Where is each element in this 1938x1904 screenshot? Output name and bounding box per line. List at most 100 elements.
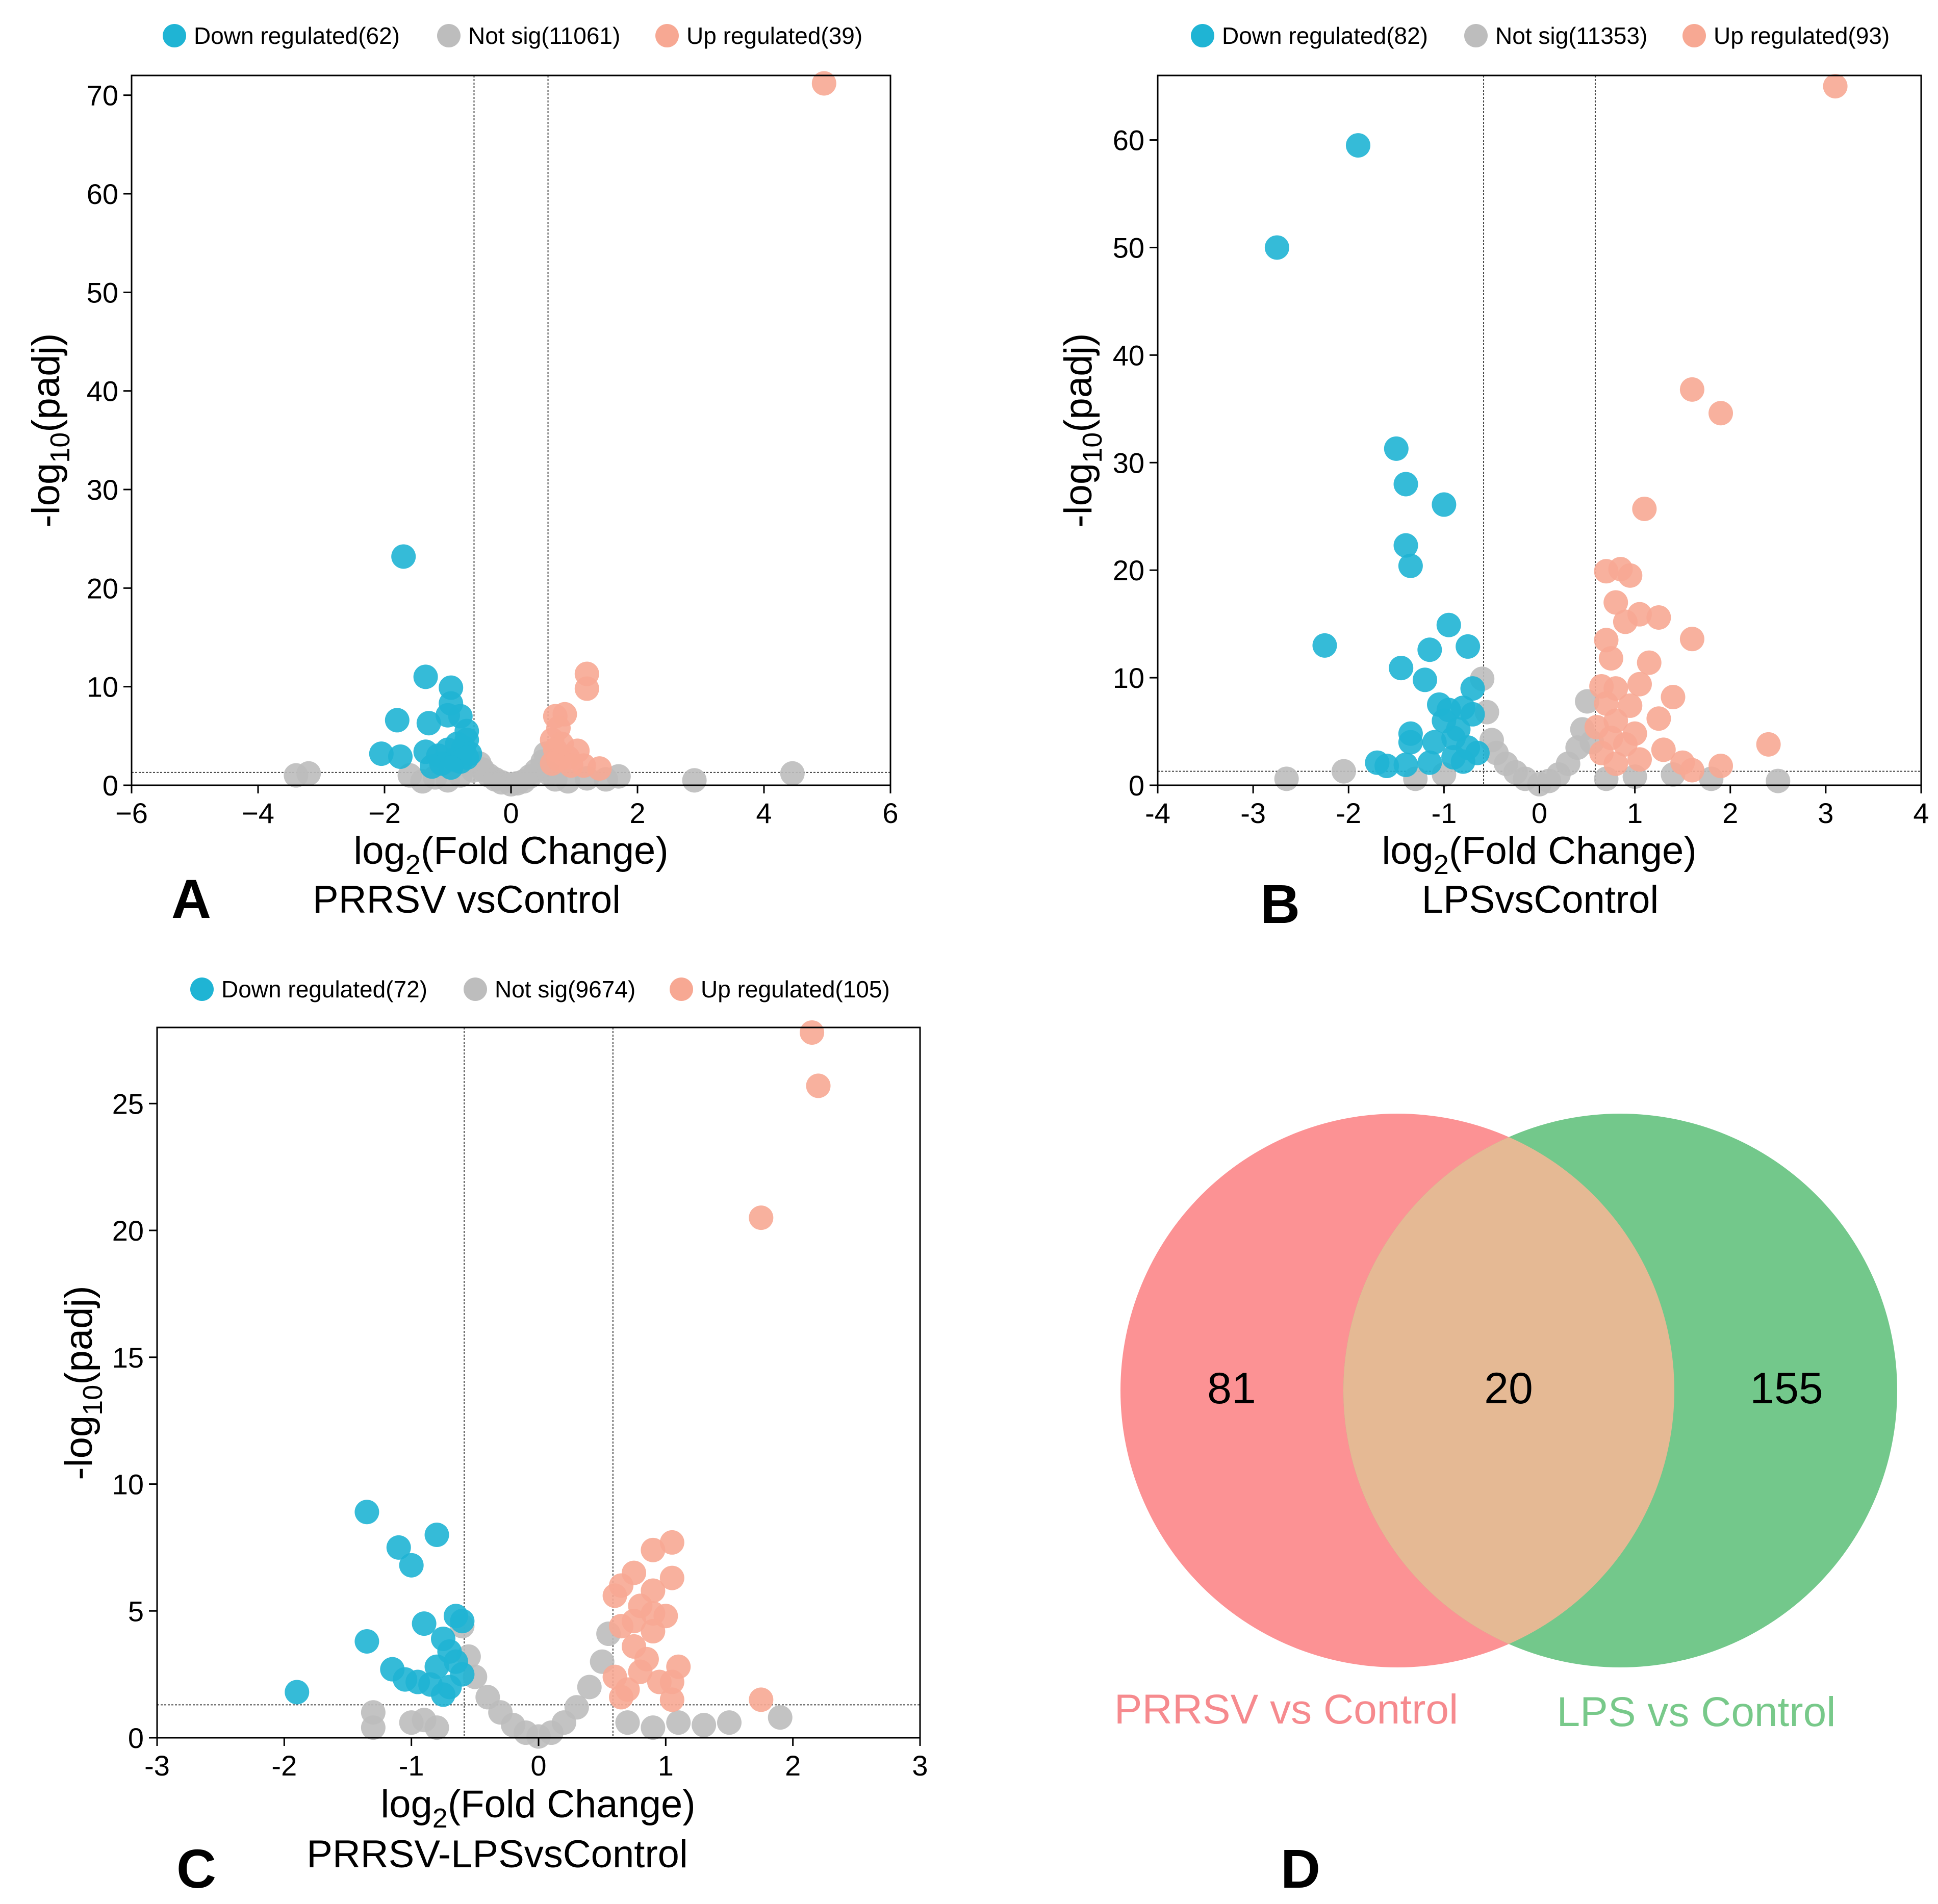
points-layer [132,71,890,797]
legend-label-down: Down regulated(62) [194,22,400,49]
data-point-notsig [641,1715,666,1740]
data-point-up [1603,751,1628,776]
venn-right-label: LPS vs Control [1557,1689,1836,1735]
x-tick-label: 1 [658,1749,674,1782]
x-tick-label: 1 [1627,797,1643,829]
y-tick-label: 20 [87,572,118,604]
data-point-notsig [424,1715,449,1740]
data-point-down [388,744,413,769]
x-tick-label: -3 [144,1749,170,1782]
data-point-up [1708,401,1733,426]
legend-marker-down [1191,24,1214,47]
data-point-notsig [666,1710,691,1735]
legend-label-notsig: Not sig(9674) [495,976,635,1002]
data-point-up [1598,646,1623,671]
x-tick-label: 0 [1532,797,1547,829]
data-point-down [450,1662,475,1687]
x-tick-label: −4 [242,797,274,829]
legend-marker-notsig [1464,24,1488,47]
legend-marker-notsig [437,24,461,47]
data-point-up [1646,605,1671,630]
y-tick-label: 20 [112,1215,144,1247]
legend-marker-notsig [464,977,487,1001]
data-point-up [1708,754,1733,779]
data-point-notsig [296,761,321,786]
data-point-down [1398,730,1423,755]
data-point-down [1412,667,1437,692]
data-point-up [659,1669,684,1694]
data-point-up [1632,496,1657,521]
data-point-up [602,1583,627,1608]
y-tick-label: 15 [112,1342,144,1374]
x-tick-label: 6 [882,797,898,829]
plot-frame [131,74,891,786]
plot-frame [156,1026,921,1739]
y-tick-label: 0 [1129,769,1144,802]
comparison-label: PRRSV-LPSvsControl [307,1833,688,1876]
x-ticks: -4 -3 -2 -1 0 1 2 3 4 [1145,785,1929,829]
data-point-notsig [1766,768,1791,793]
data-point-down [439,755,464,780]
y-ticks: 0 10 20 30 40 50 60 70 [87,80,132,802]
x-tick-label: -1 [399,1749,424,1782]
data-point-up [1646,706,1671,731]
y-tick-label: 40 [1113,339,1144,371]
data-point-down [1365,750,1390,775]
y-ticks: 0 10 20 30 40 50 60 [1113,124,1158,802]
data-point-up [1679,758,1704,783]
points-layer [157,1020,920,1749]
panel-b: Down regulated(82) Not sig(11353) Up reg… [1057,22,1929,935]
legend-marker-up [670,977,693,1001]
y-tick-label: 10 [112,1469,144,1501]
data-point-down [1345,133,1370,158]
data-point-down [285,1680,310,1705]
data-point-up [558,753,583,778]
data-point-up [641,1537,666,1562]
legend-label-notsig: Not sig(11353) [1495,22,1647,49]
x-tick-label: 3 [1818,797,1833,829]
data-point-notsig [577,1675,602,1700]
data-point-down [1264,235,1289,260]
data-point-up [1756,732,1781,757]
data-point-down [1460,676,1485,701]
data-point-up [1823,74,1848,99]
y-tick-label: 30 [87,474,118,506]
x-ticks: −6 −4 −2 0 2 4 6 [115,785,899,829]
panel-letter: C [176,1838,216,1899]
legend-marker-down [190,977,214,1001]
legend-label-down: Down regulated(72) [221,976,427,1002]
data-point-up [1627,672,1652,697]
data-point-up [1613,609,1638,634]
x-tick-label: −6 [115,797,148,829]
panel-letter: B [1260,873,1300,935]
comparison-label: PRRSV vsControl [313,878,621,921]
data-point-down [431,1682,455,1707]
data-point-up [609,1685,634,1710]
data-point-down [386,1535,411,1560]
data-point-up [641,1619,666,1644]
data-point-up [800,1020,825,1045]
data-point-down [413,664,438,689]
data-point-down [1417,750,1442,775]
x-axis-label: log2(Fold Change) [1382,829,1696,880]
legend-label-up: Up regulated(39) [686,22,862,49]
data-point-notsig [1331,759,1356,784]
legend: Down regulated(62) Not sig(11061) Up reg… [163,22,862,49]
data-point-up [659,1565,684,1590]
panel-letter: D [1281,1838,1320,1899]
panel-a: Down regulated(62) Not sig(11061) Up reg… [24,22,899,930]
data-point-up [659,1530,684,1555]
data-point-up [749,1687,774,1712]
data-point-up [609,1614,634,1639]
data-point-down [424,1523,449,1547]
data-point-notsig [682,768,707,793]
data-point-down [1398,553,1423,578]
y-axis-label: -log10(padj) [57,1285,108,1480]
x-tick-label: -4 [1145,797,1170,829]
y-tick-label: 10 [1113,662,1144,694]
legend-label-up: Up regulated(93) [1714,22,1890,49]
data-point-down [450,1609,475,1634]
y-tick-label: 70 [87,80,118,112]
data-point-up [749,1205,774,1230]
